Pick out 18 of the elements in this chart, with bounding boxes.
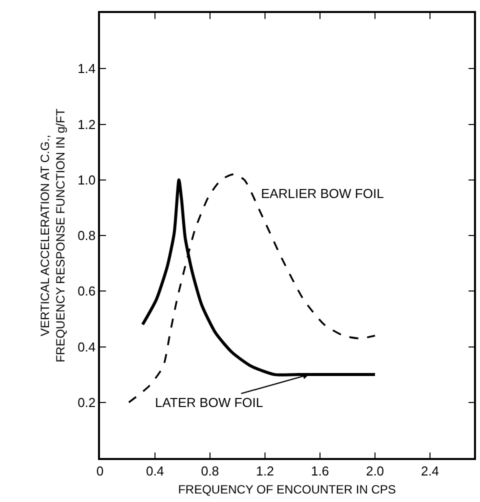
- y-tick-label: 0.8: [78, 228, 96, 244]
- y-tick-label: 0.6: [78, 284, 96, 299]
- x-tick-label: 2.4: [420, 463, 440, 478]
- series-label: LATER BOW FOIL: [155, 395, 264, 410]
- x-axis-title: FREQUENCY OF ENCOUNTER IN CPS: [178, 482, 396, 497]
- y-tick-label: 0.4: [78, 339, 96, 354]
- y-tick-label: 1.0: [78, 172, 96, 188]
- x-tick-label: 0.4: [146, 463, 164, 478]
- x-tick-label: 1.6: [310, 463, 330, 478]
- x-tick-label: 2.0: [366, 463, 384, 478]
- y-tick-label: 1.4: [78, 61, 96, 76]
- y-tick-label: 0.2: [78, 394, 96, 410]
- series-label: EARLIER BOW FOIL: [261, 186, 384, 201]
- x-tick-label: 1.2: [256, 463, 274, 478]
- y-tick-label: 1.2: [78, 116, 96, 132]
- x-tick-label: 0.8: [200, 463, 220, 478]
- y-axis-title: VERTICAL ACCELERATION AT C.G., FREQUENCY RESPONSE FUNCTION IN g/FT: [38, 108, 68, 362]
- x-tick-label: 0: [96, 463, 104, 478]
